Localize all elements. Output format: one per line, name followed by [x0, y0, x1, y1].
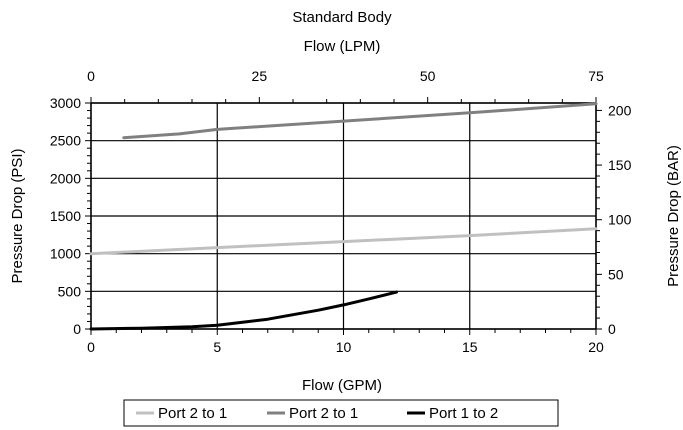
y2-tick-label-150: 150 — [608, 157, 632, 173]
y-tick-label-500: 500 — [58, 283, 82, 299]
legend-label-3: Port 1 to 2 — [429, 405, 498, 422]
x-tick-label-15: 15 — [462, 339, 478, 355]
legend-label-1: Port 2 to 1 — [158, 405, 227, 422]
y2-tick-label-200: 200 — [608, 102, 632, 118]
y-tick-label-0: 0 — [73, 321, 81, 337]
y-axis-title: Pressure Drop (PSI) — [9, 148, 26, 283]
top-tick-label-75: 75 — [588, 68, 604, 84]
y-tick-label-2500: 2500 — [50, 133, 81, 149]
legend: Port 2 to 1 Port 2 to 1 Port 1 to 2 — [124, 400, 558, 426]
top-axis-title: Flow (LPM) — [304, 38, 381, 55]
top-tick-label-0: 0 — [87, 68, 95, 84]
y2-tick-label-50: 50 — [608, 266, 624, 282]
x-axis-title: Flow (GPM) — [302, 377, 382, 394]
y2-tick-label-0: 0 — [608, 321, 616, 337]
top-tick-label-50: 50 — [420, 68, 436, 84]
y-tick-label-2000: 2000 — [50, 170, 81, 186]
x-tick-label-0: 0 — [87, 339, 95, 355]
y2-tick-label-100: 100 — [608, 212, 632, 228]
x-tick-label-20: 20 — [588, 339, 604, 355]
y2-axis-title: Pressure Drop (BAR) — [665, 145, 682, 287]
top-tick-label-25: 25 — [252, 68, 268, 84]
plot-layer: 0 5 10 15 200 25 50 750500100015002000250030000… — [50, 68, 632, 355]
x-tick-label-5: 5 — [213, 339, 221, 355]
chart-title: Standard Body — [292, 9, 392, 26]
legend-label-2: Port 2 to 1 — [289, 405, 358, 422]
y-tick-label-1000: 1000 — [50, 246, 81, 262]
y-tick-label-1500: 1500 — [50, 208, 81, 224]
y-tick-label-3000: 3000 — [50, 95, 81, 111]
x-tick-label-10: 10 — [336, 339, 352, 355]
